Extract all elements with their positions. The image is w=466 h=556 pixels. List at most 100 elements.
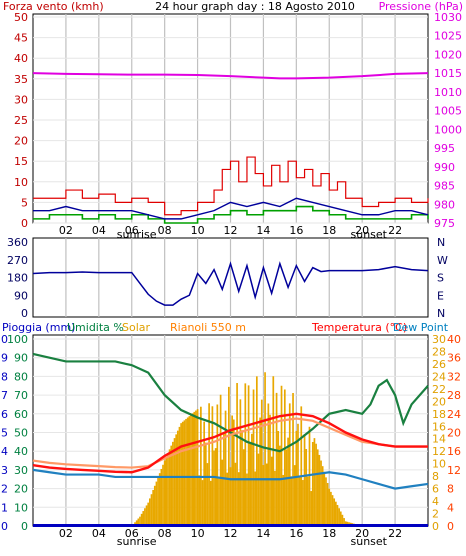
humidity-tick-label: 0 xyxy=(21,520,28,533)
solar-tick-label: 28 xyxy=(432,345,446,358)
compass-label: N xyxy=(437,236,445,249)
temperature-tick-label: 0 xyxy=(447,520,454,533)
sunset-label: sunset xyxy=(351,228,388,241)
direction-tick-label: 0 xyxy=(21,307,28,320)
solar-tick-label: 14 xyxy=(432,433,446,446)
temperature-tick-label: 28 xyxy=(447,389,461,402)
humidity-tick-label: 20 xyxy=(14,483,28,496)
wind-tick-label: 40 xyxy=(14,52,28,65)
humidity-tick-label: 30 xyxy=(14,464,28,477)
solar-tick-label: 24 xyxy=(432,370,446,383)
temperature-line xyxy=(32,412,428,474)
solar-tick-label: 10 xyxy=(432,458,446,471)
pressure-tick-label: 1015 xyxy=(434,67,462,80)
pressure-tick-label: 990 xyxy=(434,161,455,174)
rain-tick-label: 1 xyxy=(1,501,8,514)
temperature-tick-label: 32 xyxy=(447,370,461,383)
hour-tick-label-bottom: 16 xyxy=(289,527,303,540)
legend-solar: Solar xyxy=(122,321,151,334)
pressure-tick-label: 985 xyxy=(434,180,455,193)
wind-tick-label: 10 xyxy=(14,176,28,189)
temperature-tick-label: 16 xyxy=(447,445,461,458)
legend-humidity: Umidita % xyxy=(67,321,124,334)
hour-tick-label-bottom: 10 xyxy=(191,527,205,540)
temperature-tick-label: 8 xyxy=(447,483,454,496)
humidity-line xyxy=(32,352,429,453)
legend-temperature: Temperatura (°C) xyxy=(311,321,407,334)
wind-tick-label: 35 xyxy=(14,73,28,86)
rain-tick-label: 2 xyxy=(1,483,8,496)
wind-tick-label: 15 xyxy=(14,155,28,168)
hour-tick-label: 16 xyxy=(289,224,303,237)
wind-tick-label: 0 xyxy=(21,217,28,230)
wind-average-line xyxy=(33,197,429,220)
pressure-tick-label: 1005 xyxy=(434,105,462,118)
pressure-tick-label: 1010 xyxy=(434,86,462,99)
direction-line xyxy=(32,261,429,306)
legend-rianoli: Rianoli 550 m xyxy=(170,321,246,334)
humidity-tick-label: 100 xyxy=(7,333,28,346)
hour-tick-label: 04 xyxy=(92,224,106,237)
rain-tick-label: 10 xyxy=(0,333,8,346)
legend-dewpoint: Dew Point xyxy=(393,321,449,334)
pressure-tick-label: 1000 xyxy=(434,123,462,136)
solar-tick-label: 22 xyxy=(432,383,446,396)
pressure-line xyxy=(32,72,429,80)
hour-tick-label-bottom: 18 xyxy=(322,527,336,540)
left-axis-label-wind: Forza vento (kmh) xyxy=(3,0,104,13)
rain-tick-label: 0 xyxy=(1,520,8,533)
direction-tick-label: 90 xyxy=(14,289,28,302)
solar-tick-label: 26 xyxy=(432,358,446,371)
wind-tick-label: 30 xyxy=(14,93,28,106)
wind-tick-label: 20 xyxy=(14,135,28,148)
wind-tick-label: 45 xyxy=(14,32,28,45)
sunset-label-bottom: sunset xyxy=(351,535,388,548)
temperature-tick-label: 20 xyxy=(447,427,461,440)
sunrise-label: sunrise xyxy=(117,228,157,241)
solar-tick-label: 12 xyxy=(432,445,446,458)
rain-tick-label: 6 xyxy=(1,408,8,421)
solar-tick-label: 0 xyxy=(432,520,439,533)
humidity-tick-label: 90 xyxy=(14,352,28,365)
hour-tick-label-bottom: 02 xyxy=(59,527,73,540)
solar-tick-label: 20 xyxy=(432,395,446,408)
rianoli-line xyxy=(32,417,428,469)
hour-tick-label: 10 xyxy=(191,224,205,237)
compass-label: S xyxy=(437,272,444,285)
temperature-tick-label: 36 xyxy=(447,352,461,365)
chart-title: 24 hour graph day : 18 Agosto 2010 xyxy=(155,0,355,13)
rain-tick-label: 5 xyxy=(1,427,8,440)
wind-tick-label: 50 xyxy=(14,11,28,24)
pressure-tick-label: 1030 xyxy=(434,11,462,24)
rain-tick-label: 7 xyxy=(1,389,8,402)
solar-tick-label: 4 xyxy=(432,495,439,508)
humidity-tick-label: 60 xyxy=(14,408,28,421)
solar-tick-label: 16 xyxy=(432,420,446,433)
hour-tick-label: 14 xyxy=(256,224,270,237)
pressure-tick-label: 1020 xyxy=(434,48,462,61)
solar-tick-label: 2 xyxy=(432,508,439,521)
hour-tick-label: 06 xyxy=(125,224,139,237)
hour-tick-label: 18 xyxy=(322,224,336,237)
temperature-tick-label: 40 xyxy=(447,333,461,346)
temperature-tick-label: 24 xyxy=(447,408,461,421)
pressure-tick-label: 1025 xyxy=(434,30,462,43)
direction-tick-label: 270 xyxy=(7,254,28,267)
humidity-tick-label: 10 xyxy=(14,501,28,514)
pressure-tick-label: 980 xyxy=(434,198,455,211)
hour-tick-label: 02 xyxy=(59,224,73,237)
pressure-tick-label: 975 xyxy=(434,217,455,230)
legend-rain: Pioggia (mm) xyxy=(2,321,75,334)
compass-label: N xyxy=(437,307,445,320)
rain-tick-label: 8 xyxy=(1,370,8,383)
solar-tick-label: 18 xyxy=(432,408,446,421)
right-axis-label-pressure: Pressione (hPa) xyxy=(379,0,463,13)
rain-tick-label: 3 xyxy=(1,464,8,477)
humidity-tick-label: 40 xyxy=(14,445,28,458)
hour-tick-label-bottom: 12 xyxy=(224,527,238,540)
temperature-tick-label: 4 xyxy=(447,501,454,514)
direction-tick-label: 180 xyxy=(7,272,28,285)
wind-tick-label: 5 xyxy=(21,196,28,209)
